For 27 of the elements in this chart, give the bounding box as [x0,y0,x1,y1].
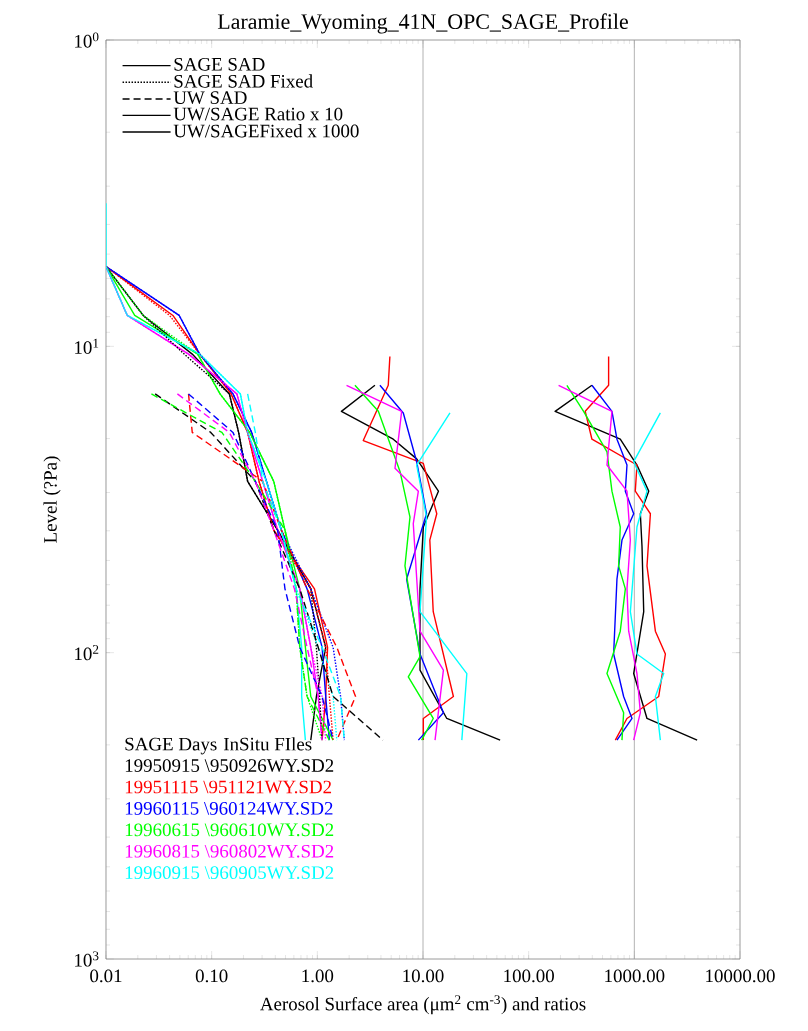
x-tick-label: 0.01 [90,969,122,983]
annotation: 19960815 \960802WY.SD2 [125,844,334,858]
legend-label: SAGE SAD [174,57,265,71]
y-tick-label: 10$^{3}$ [75,951,99,967]
y-tick-label: 10$^{0}$ [75,32,99,48]
x-tick-label: 1000.00 [605,969,665,983]
x-tick-label: 100.00 [504,969,554,983]
chart-title: Laramie_Wyoming_41N_OPC_SAGE_Profile [217,13,628,34]
x-tick-label: 10.00 [403,969,444,983]
annotation: 19951115 \951121WY.SD2 [125,780,332,794]
legend-label: SAGE SAD Fixed [174,74,313,88]
y-tick-label: 10$^{2}$ [75,645,99,661]
y-tick-label: 10$^{1}$ [75,338,99,354]
annotation: SAGE Days [125,737,217,755]
x-axis-title: Aerosol Surface area (μm$^{2}$ cm$^{-3}$) and ratios [260,995,586,1015]
legend-label: UW/SAGEFixed x 1000 [173,124,359,138]
legend-label: UW/SAGE Ratio x 10 [173,107,343,121]
x-tick-label: 0.10 [195,969,228,983]
y-axis-title: Level (?Pa) [43,456,61,543]
x-tick-label: 10000.00 [706,969,775,983]
x-tick-label: 1.00 [302,969,334,983]
legend-label: UW SAD [173,91,247,105]
annotation: 19960615 \960610WY.SD2 [125,823,334,837]
annotation: 19960915 \960905WY.SD2 [125,866,334,880]
annotation: InSitu FIles [223,737,312,751]
annotation: 19960115 \960124WY.SD2 [125,802,333,815]
annotation: 19950915 \950926WY.SD2 [125,759,334,773]
